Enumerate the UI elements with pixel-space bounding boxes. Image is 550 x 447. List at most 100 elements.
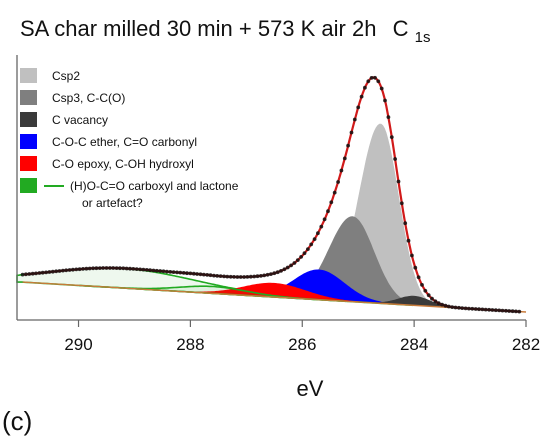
data-point bbox=[316, 231, 320, 236]
data-point bbox=[40, 270, 45, 275]
data-point bbox=[77, 267, 82, 272]
data-point bbox=[242, 275, 247, 279]
data-point bbox=[178, 270, 183, 275]
data-point bbox=[114, 266, 119, 270]
legend-label: C-O-C ether, C=O carbonyl bbox=[52, 135, 197, 149]
data-point bbox=[111, 266, 116, 270]
legend-label: C-O epoxy, C-OH hydroxyl bbox=[52, 157, 194, 171]
data-point bbox=[416, 275, 421, 280]
data-point bbox=[517, 309, 522, 314]
data-point bbox=[507, 309, 512, 313]
data-point bbox=[285, 265, 290, 270]
data-point bbox=[245, 275, 250, 279]
component-fill-layer bbox=[16, 123, 477, 310]
x-tick-label-282: 282 bbox=[512, 335, 540, 354]
data-point bbox=[222, 274, 226, 279]
legend-item-c-o-c-ether-c-o-carbonyl: C-O-C ether, C=O carbonyl bbox=[20, 134, 197, 149]
data-point bbox=[74, 267, 79, 272]
data-point bbox=[403, 221, 408, 226]
data-point bbox=[94, 266, 99, 271]
legend-item-csp2: Csp2 bbox=[20, 68, 80, 83]
data-point bbox=[319, 224, 324, 229]
data-point bbox=[34, 271, 38, 276]
x-tick-label-290: 290 bbox=[64, 335, 92, 354]
data-point bbox=[131, 267, 136, 271]
data-point bbox=[279, 269, 283, 273]
data-point bbox=[282, 267, 287, 272]
data-point bbox=[138, 267, 143, 272]
data-point bbox=[339, 168, 344, 173]
data-point bbox=[161, 269, 166, 274]
background-line bbox=[22, 281, 527, 313]
data-point bbox=[134, 267, 139, 271]
data-point bbox=[295, 258, 300, 262]
data-point bbox=[20, 272, 25, 277]
legend-swatch bbox=[20, 156, 37, 171]
x-tick-label-284: 284 bbox=[400, 335, 428, 354]
data-point bbox=[265, 272, 270, 277]
legend-swatch bbox=[20, 178, 37, 193]
data-point bbox=[262, 273, 267, 278]
data-point bbox=[154, 268, 159, 273]
data-point bbox=[225, 274, 230, 279]
data-point bbox=[373, 75, 377, 80]
measured-data-points bbox=[20, 75, 522, 314]
data-point bbox=[389, 135, 394, 140]
chart-title-subscript: 1s bbox=[415, 29, 431, 46]
data-point bbox=[453, 305, 458, 310]
data-point bbox=[158, 269, 163, 273]
data-point bbox=[383, 98, 387, 103]
data-point bbox=[47, 270, 52, 274]
data-point bbox=[255, 274, 260, 279]
data-point bbox=[433, 299, 438, 304]
data-point bbox=[201, 272, 206, 277]
data-point bbox=[426, 293, 431, 298]
data-point bbox=[104, 266, 109, 270]
data-point bbox=[292, 261, 297, 265]
data-point bbox=[215, 274, 220, 278]
data-point bbox=[218, 274, 223, 278]
data-point bbox=[57, 269, 62, 273]
data-point bbox=[67, 268, 72, 272]
data-point bbox=[128, 266, 132, 271]
data-point bbox=[480, 307, 485, 312]
data-point bbox=[386, 115, 391, 119]
data-point bbox=[309, 242, 314, 247]
data-point bbox=[205, 273, 210, 277]
data-point bbox=[191, 271, 196, 276]
data-point bbox=[30, 271, 35, 276]
data-point bbox=[363, 85, 367, 90]
data-point bbox=[269, 272, 273, 276]
legend-label: Csp3, C-C(O) bbox=[52, 91, 125, 105]
data-point bbox=[413, 265, 418, 270]
data-point bbox=[27, 272, 32, 276]
data-point bbox=[490, 308, 495, 312]
legend-item-csp3-c-c-o: Csp3, C-C(O) bbox=[20, 90, 125, 105]
legend-swatch bbox=[20, 134, 37, 149]
data-point bbox=[144, 268, 149, 272]
legend-label: Csp2 bbox=[52, 69, 80, 83]
data-point bbox=[514, 309, 518, 314]
data-point bbox=[450, 305, 455, 309]
legend-item-c-vacancy: C vacancy bbox=[20, 112, 108, 127]
data-point bbox=[420, 283, 424, 287]
data-point bbox=[248, 274, 253, 279]
data-point bbox=[423, 288, 428, 293]
data-point bbox=[195, 272, 200, 276]
data-point bbox=[24, 272, 28, 277]
data-point bbox=[312, 237, 317, 242]
data-point bbox=[346, 143, 350, 148]
data-point bbox=[493, 308, 498, 313]
data-point bbox=[470, 306, 475, 311]
data-point bbox=[121, 266, 126, 271]
data-point bbox=[101, 266, 105, 270]
data-point bbox=[326, 209, 330, 214]
data-point bbox=[510, 309, 515, 314]
data-point bbox=[376, 79, 381, 84]
data-point bbox=[185, 271, 189, 276]
x-tick-label-286: 286 bbox=[288, 335, 316, 354]
panel-label: (c) bbox=[2, 406, 32, 436]
data-point bbox=[483, 307, 488, 312]
data-point bbox=[393, 157, 397, 161]
